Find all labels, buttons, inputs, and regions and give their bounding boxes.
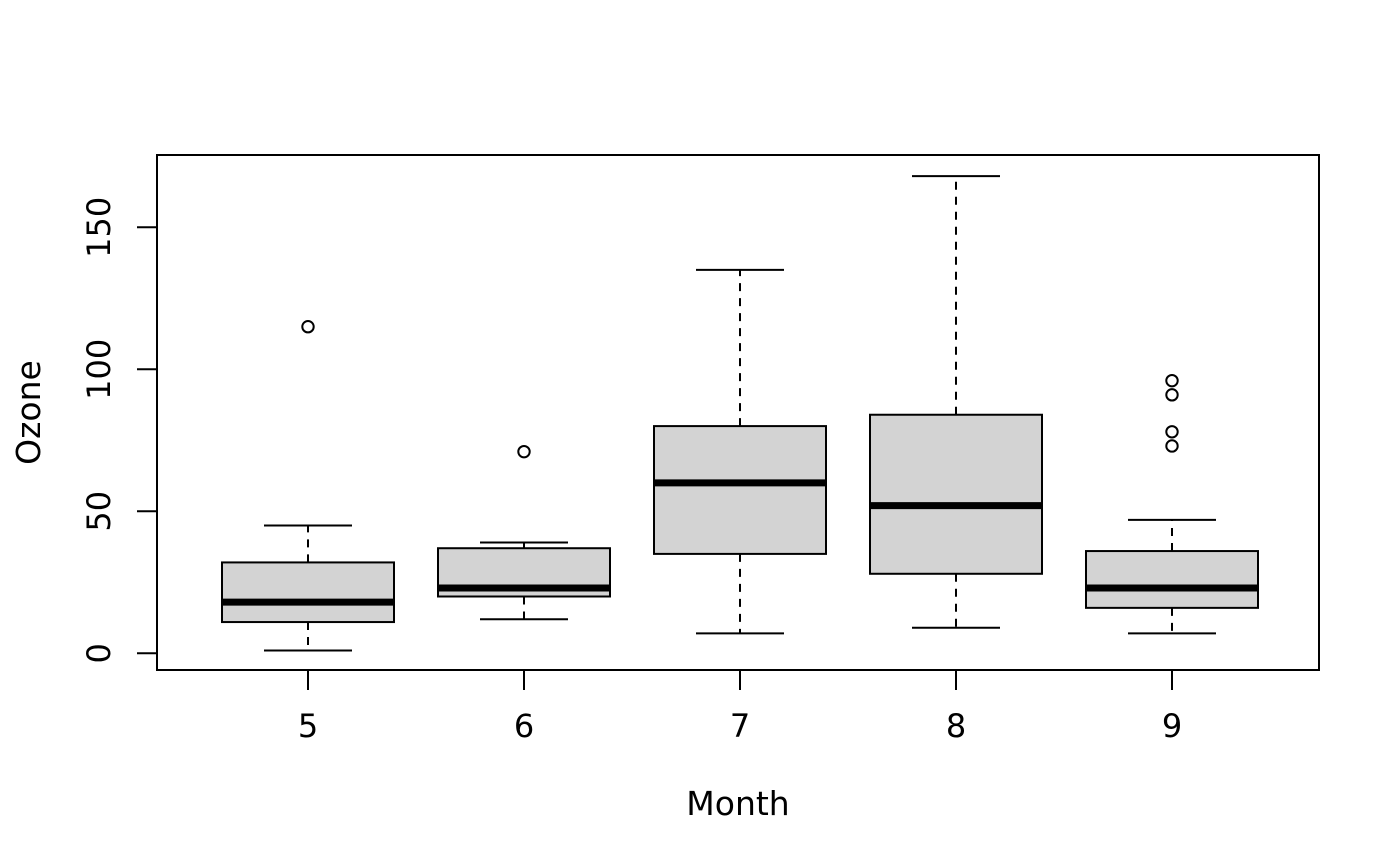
x-axis-tick-label: 5 <box>298 707 318 745</box>
iqr-box <box>869 413 1043 575</box>
box-month-6 <box>437 444 611 621</box>
y-axis-tick-label: 0 <box>80 643 118 663</box>
y-axis-tick-label: 50 <box>80 491 118 532</box>
x-axis-label: Month <box>686 784 789 823</box>
y-axis-tick-label: 100 <box>80 339 118 400</box>
iqr-box <box>653 425 827 555</box>
y-axis-tick-label: 150 <box>80 197 118 258</box>
outlier-point <box>1165 439 1179 453</box>
outlier-point <box>1165 373 1179 388</box>
outlier-point <box>1165 388 1179 402</box>
outlier-point <box>1165 425 1179 439</box>
y-axis-label: Ozone <box>9 360 48 465</box>
x-axis-tick-label: 7 <box>730 707 750 745</box>
box-month-5 <box>221 320 395 652</box>
iqr-box <box>221 561 395 624</box>
box-month-7 <box>653 268 827 635</box>
box-month-9 <box>1085 373 1259 635</box>
outlier-point <box>301 320 315 334</box>
outlier-point <box>517 444 531 459</box>
x-axis-tick-label: 9 <box>1162 707 1182 745</box>
iqr-box <box>1085 550 1259 609</box>
x-axis-tick-label: 8 <box>946 707 966 745</box>
box-month-8 <box>869 175 1043 629</box>
plot-border <box>156 154 1320 671</box>
x-axis-tick-label: 6 <box>514 707 534 745</box>
